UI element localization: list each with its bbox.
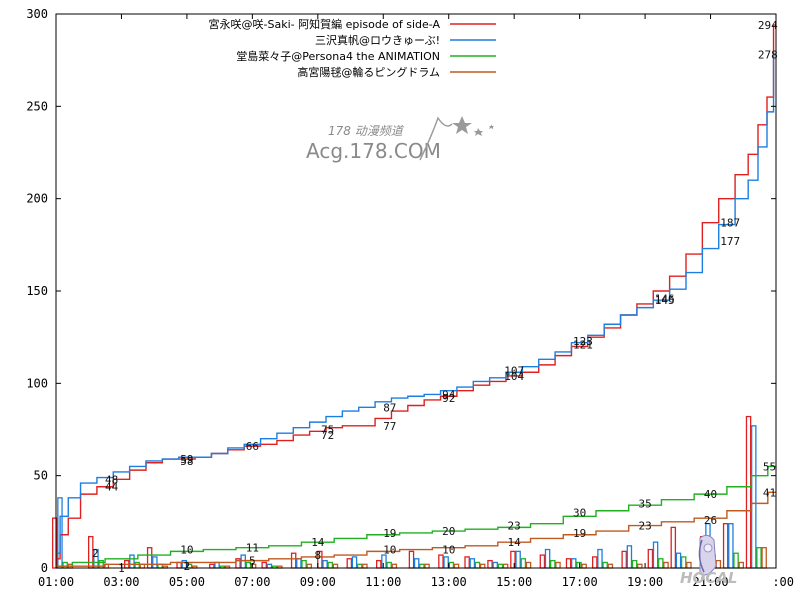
data-label: 19 [573, 527, 586, 540]
watermark-corner-text: HOCAL [680, 569, 737, 587]
data-label: 187 [720, 217, 740, 230]
y-tick-label: 300 [26, 7, 48, 21]
x-tick-label: 09:00 [300, 575, 336, 589]
watermark-site-main: Acg.178.COM [306, 139, 441, 163]
data-label: 121 [573, 339, 593, 352]
data-label: 66 [246, 440, 259, 453]
x-tick-label: 07:00 [234, 575, 270, 589]
y-tick-label: 100 [26, 376, 48, 390]
data-label: 8 [315, 549, 322, 562]
x-axis: 01:00 03:00 05:00 07:00 09:00 11:00 13:00 15:00… [38, 14, 794, 589]
watermark-site-top: 178 动漫频道 [328, 124, 405, 138]
y-tick-label: 0 [41, 561, 48, 575]
data-label: 146 [655, 292, 675, 305]
data-label: 104 [504, 370, 524, 383]
data-label: 58 [180, 455, 193, 468]
data-label: 87 [383, 401, 396, 414]
data-label: 44 [105, 481, 119, 494]
data-label: 20 [442, 525, 455, 538]
data-label: 55 [763, 460, 776, 473]
data-label: 10 [180, 544, 193, 557]
data-label: 177 [720, 235, 740, 248]
data-label: 41 [763, 486, 776, 499]
y-tick-label: 150 [26, 284, 48, 298]
x-tick-label: 03:00 [103, 575, 139, 589]
data-label: 10 [442, 544, 455, 557]
data-label: 107 [504, 364, 524, 377]
x-tick-label: 01:00 [38, 575, 74, 589]
site-watermark: 178 动漫频道 Acg.178.COM [306, 116, 494, 163]
data-label: 40 [704, 488, 717, 501]
data-label: 145 [655, 294, 675, 307]
series-line-4 [56, 491, 776, 567]
data-label: 75 [321, 424, 334, 437]
data-label: 26 [704, 514, 717, 527]
data-label: 11 [246, 542, 259, 555]
data-label: 123 [573, 335, 593, 348]
x-tick-label: 13:00 [431, 575, 467, 589]
data-label: 278 [758, 49, 778, 62]
data-label: 35 [638, 497, 651, 510]
legend-label: 高宮陽毬@輪るピングドラム [297, 65, 440, 79]
legend-label: 堂島菜々子@Persona4 the ANIMATION [236, 49, 440, 63]
data-label: 59 [180, 453, 193, 466]
bar-1 [51, 517, 58, 569]
data-label: 30 [573, 507, 586, 520]
data-label: 94 [442, 388, 456, 401]
x-tick-label: 17:00 [562, 575, 598, 589]
x-tick-label: 11:00 [365, 575, 401, 589]
data-label: 294 [758, 19, 778, 32]
data-label: 23 [638, 520, 651, 533]
data-label: 10 [383, 544, 396, 557]
series-line-3 [56, 465, 776, 567]
data-label: 19 [383, 527, 396, 540]
x-tick-label: 21:00 [692, 575, 728, 589]
y-tick-label: 250 [26, 99, 48, 113]
x-tick-label: 19:00 [627, 575, 663, 589]
mascot-icon [698, 534, 717, 576]
y-tick-label: 200 [26, 192, 48, 206]
x-tick-label: 15:00 [496, 575, 532, 589]
data-label: 77 [383, 420, 396, 433]
y-axis: 0 50 100 150 200 250 300 [26, 7, 776, 575]
data-label: 48 [105, 473, 118, 486]
x-tick-label: 05:00 [169, 575, 205, 589]
data-label: 92 [442, 392, 455, 405]
data-label: 14 [311, 536, 325, 549]
x-tick-label: :00 [772, 575, 794, 589]
shooting-star-icon [419, 116, 494, 161]
y-tick-label: 50 [34, 469, 48, 483]
data-label: 5 [249, 555, 256, 568]
corner-watermark: HOCAL [680, 534, 737, 587]
legend-label: 宮永咲@咲-Saki- 阿知賀編 episode of side-A [209, 17, 441, 31]
data-label: 72 [321, 429, 334, 442]
data-label: 23 [508, 520, 521, 533]
lines-layer [56, 24, 776, 567]
legend-label: 三沢真帆@ロウきゅーぶ! [315, 33, 440, 47]
data-label: 2 [92, 547, 99, 560]
legend: 宮永咲@咲-Saki- 阿知賀編 episode of side-A 三沢真帆@ロ… [209, 17, 496, 79]
series-line-2 [56, 53, 776, 554]
data-label: 14 [508, 536, 522, 549]
